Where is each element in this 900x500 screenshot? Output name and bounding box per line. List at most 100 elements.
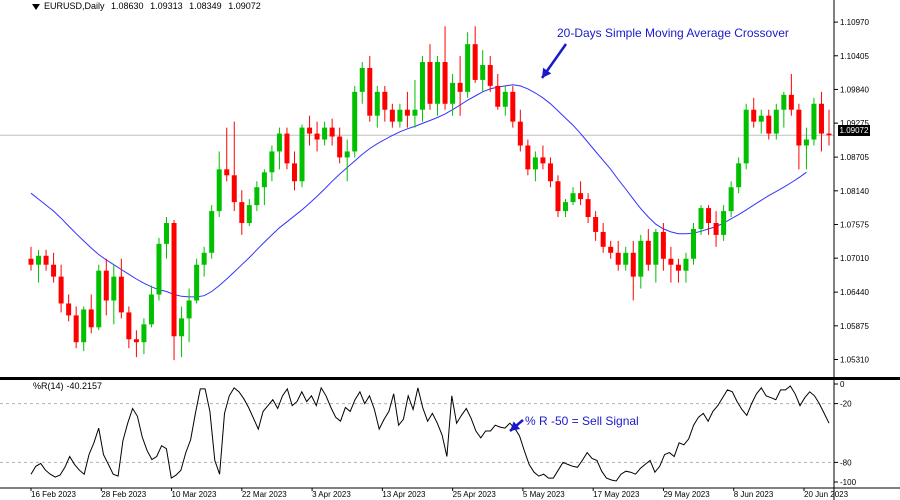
- date-tick-label: 5 May 2023: [523, 490, 565, 499]
- price-tick-label: 1.10970: [840, 18, 869, 27]
- date-tick-label: 25 Apr 2023: [453, 490, 497, 499]
- candle-body: [675, 264, 681, 271]
- candle-body: [555, 181, 561, 212]
- candle-body: [593, 217, 599, 232]
- candle-body: [344, 151, 350, 158]
- candle-body: [103, 270, 109, 301]
- candle-body: [81, 309, 87, 343]
- wpr-tick-label: -100: [840, 478, 857, 487]
- candle-body: [231, 175, 237, 203]
- candle-body: [299, 127, 305, 182]
- wpr-tick-label: -80: [840, 458, 852, 467]
- candle-body: [314, 133, 320, 140]
- candle-body: [352, 91, 358, 152]
- open-value: 1.08630: [111, 1, 144, 11]
- candles-group: [28, 26, 832, 361]
- price-tick-label: 1.08705: [840, 153, 869, 162]
- candle-body: [442, 62, 448, 104]
- sell-arrow-head: [510, 421, 521, 431]
- candle-body: [239, 202, 245, 223]
- wpr-tick-label: -20: [840, 400, 852, 409]
- candle-body: [126, 312, 132, 340]
- candle-body: [638, 240, 644, 277]
- candle-body: [766, 115, 772, 134]
- candle-body: [547, 163, 553, 182]
- candle-body: [419, 62, 425, 110]
- price-tick-label: 1.07010: [840, 254, 869, 263]
- date-tick-label: 8 Jun 2023: [734, 490, 774, 499]
- candle-body: [209, 211, 215, 253]
- candle-body: [690, 228, 696, 259]
- candle-body: [404, 109, 410, 116]
- candle-body: [435, 62, 441, 104]
- candle-body: [788, 94, 794, 110]
- candle-body: [28, 258, 34, 265]
- candle-body: [427, 62, 433, 104]
- candle-body: [736, 163, 742, 188]
- candle-body: [216, 169, 222, 212]
- candle-body: [254, 187, 260, 206]
- sma-annotation: 20-Days Simple Moving Average Crossover: [557, 26, 789, 40]
- symbol-label: EURUSD,Daily: [44, 1, 105, 11]
- candle-body: [465, 44, 471, 92]
- candle-body: [118, 276, 124, 313]
- candle-body: [36, 255, 42, 265]
- sell-signal-annotation: % R -50 = Sell Signal: [525, 414, 639, 428]
- candle-body: [630, 252, 636, 277]
- candle-body: [133, 339, 139, 343]
- date-tick-label: 29 May 2023: [663, 490, 710, 499]
- candle-body: [803, 139, 809, 146]
- price-tick-label: 1.10405: [840, 52, 869, 61]
- candle-body: [374, 91, 380, 116]
- candle-body: [389, 109, 395, 122]
- candle-body: [645, 240, 651, 265]
- sma-line: [30, 84, 807, 298]
- candle-body: [261, 172, 267, 188]
- candle-body: [397, 109, 403, 122]
- candle-body: [487, 65, 493, 86]
- candle-body: [457, 82, 463, 92]
- candle-body: [758, 115, 764, 122]
- candle-body: [246, 205, 252, 223]
- date-tick-label: 16 Feb 2023: [31, 490, 76, 499]
- candle-body: [141, 324, 147, 343]
- candle-body: [156, 243, 162, 295]
- price-tick-label: 1.08140: [840, 187, 869, 196]
- indicator-title: %R(14) -40.2157: [33, 381, 105, 391]
- sma-polyline: [30, 84, 807, 298]
- candle-body: [706, 208, 712, 223]
- candle-body: [510, 91, 516, 122]
- candle-body: [284, 133, 290, 164]
- chart-gridlines: [0, 134, 834, 463]
- candle-body: [307, 127, 313, 134]
- candle-body: [472, 44, 478, 80]
- wpr-tick-label: 0: [840, 380, 845, 389]
- candle-body: [781, 94, 787, 110]
- candle-body: [43, 255, 49, 265]
- low-value: 1.08349: [189, 1, 222, 11]
- candle-body: [525, 145, 531, 170]
- candle-body: [480, 65, 486, 80]
- candle-body: [570, 193, 576, 203]
- indicator-name: %R(14): [33, 381, 64, 391]
- dropdown-triangle-icon[interactable]: [32, 3, 40, 10]
- candle-body: [73, 315, 79, 343]
- candle-body: [585, 199, 591, 218]
- date-tick-label: 17 May 2023: [593, 490, 640, 499]
- candle-body: [796, 109, 802, 146]
- candle-body: [713, 222, 719, 235]
- candle-body: [540, 157, 546, 164]
- candle-body: [66, 303, 72, 316]
- date-tick-label: 10 Mar 2023: [172, 490, 217, 499]
- candle-body: [329, 127, 335, 137]
- candle-body: [563, 202, 569, 212]
- candle-body: [721, 211, 727, 235]
- candle-body: [608, 246, 614, 253]
- annotation-arrows: [509, 43, 568, 432]
- close-value: 1.09072: [228, 1, 261, 11]
- candle-body: [382, 91, 388, 110]
- price-tick-label: 1.09840: [840, 85, 869, 94]
- candle-body: [450, 82, 456, 104]
- candle-body: [743, 109, 749, 164]
